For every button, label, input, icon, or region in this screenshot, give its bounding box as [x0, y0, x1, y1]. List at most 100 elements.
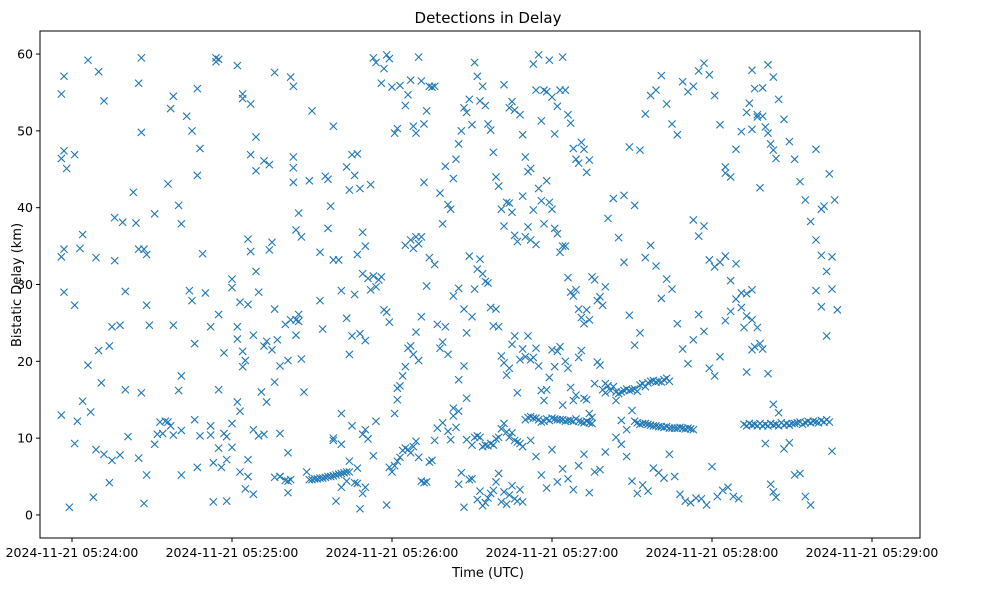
data-point-marker	[556, 415, 564, 424]
data-point-marker	[542, 176, 551, 185]
data-point-marker	[454, 139, 463, 148]
data-point-marker	[108, 456, 116, 465]
data-point-marker	[502, 500, 511, 509]
data-point-marker	[406, 341, 415, 350]
data-point-marker	[521, 352, 530, 361]
y-tick-label: 20	[17, 354, 33, 369]
data-point-marker	[441, 162, 450, 171]
data-point-marker	[265, 245, 274, 254]
data-point-marker	[462, 328, 471, 337]
data-point-marker	[446, 205, 455, 214]
data-point-marker	[358, 489, 367, 498]
data-point-marker	[620, 258, 628, 267]
data-point-marker	[806, 500, 815, 509]
data-point-marker	[454, 284, 463, 293]
data-point-marker	[470, 285, 479, 294]
data-point-marker	[206, 322, 215, 331]
data-point-marker	[732, 259, 740, 268]
data-point-marker	[524, 222, 532, 231]
data-point-marker	[385, 318, 394, 327]
data-point-marker	[260, 156, 268, 165]
data-point-marker	[705, 364, 714, 373]
data-point-marker	[220, 429, 228, 438]
data-point-marker	[812, 418, 820, 426]
data-point-marker	[396, 81, 404, 90]
data-point-marker	[377, 272, 386, 281]
data-point-marker	[337, 469, 346, 478]
data-point-marker	[500, 419, 508, 428]
data-point-marker	[705, 70, 714, 79]
data-point-marker	[412, 328, 420, 337]
data-point-marker	[700, 59, 708, 68]
data-point-marker	[521, 232, 530, 241]
data-point-marker	[417, 312, 426, 321]
data-point-marker	[574, 461, 583, 470]
data-point-marker	[710, 91, 719, 100]
data-point-marker	[294, 317, 303, 326]
data-point-marker	[236, 407, 244, 416]
data-point-marker	[476, 487, 484, 496]
data-point-marker	[700, 222, 708, 231]
data-point-marker	[257, 388, 266, 397]
data-point-marker	[345, 350, 354, 359]
data-point-marker	[732, 295, 740, 304]
data-point-marker	[441, 322, 450, 331]
data-point-marker	[145, 321, 154, 330]
data-point-marker	[545, 56, 554, 65]
data-point-marker	[508, 481, 516, 490]
data-point-marker	[566, 383, 575, 392]
data-point-marker	[89, 493, 98, 502]
data-markers	[57, 50, 842, 513]
data-point-marker	[452, 423, 460, 432]
data-point-marker	[665, 377, 674, 386]
data-point-marker	[569, 292, 578, 301]
data-point-marker	[534, 361, 543, 370]
data-point-marker	[444, 350, 452, 359]
data-point-marker	[657, 71, 666, 80]
data-point-marker	[750, 84, 759, 93]
data-point-marker	[60, 288, 68, 297]
data-point-marker	[633, 489, 642, 498]
data-point-marker	[625, 143, 634, 151]
data-point-marker	[92, 253, 100, 262]
data-point-marker	[369, 451, 378, 460]
data-point-marker	[84, 361, 92, 370]
data-point-marker	[564, 474, 572, 483]
data-point-marker	[78, 230, 87, 239]
data-point-marker	[516, 110, 524, 119]
data-point-marker	[345, 467, 354, 476]
data-point-marker	[681, 497, 690, 506]
data-point-marker	[569, 144, 578, 153]
data-point-marker	[468, 474, 476, 483]
data-point-marker	[244, 300, 252, 309]
data-point-marker	[188, 296, 196, 305]
data-point-marker	[532, 452, 540, 461]
data-point-marker	[233, 335, 242, 344]
data-point-marker	[494, 433, 503, 442]
data-point-marker	[633, 387, 642, 396]
data-point-marker	[590, 467, 599, 476]
data-point-marker	[238, 347, 247, 356]
data-point-marker	[548, 205, 556, 214]
data-point-marker	[726, 307, 735, 316]
data-point-marker	[329, 122, 338, 131]
data-point-marker	[457, 126, 466, 135]
data-point-marker	[174, 386, 183, 395]
data-point-marker	[772, 493, 780, 502]
data-point-marker	[382, 500, 391, 509]
data-point-marker	[657, 294, 666, 303]
data-point-marker	[289, 178, 298, 187]
x-tick-label: 2024-11-21 05:27:00	[486, 545, 619, 560]
data-point-marker	[702, 500, 711, 509]
data-point-marker	[609, 382, 618, 391]
data-point-marker	[297, 232, 306, 241]
data-point-marker	[425, 253, 434, 262]
data-point-marker	[796, 177, 804, 186]
data-point-marker	[406, 76, 415, 85]
data-point-marker	[324, 175, 332, 184]
data-point-marker	[292, 225, 300, 234]
data-point-marker	[246, 150, 255, 159]
data-point-marker	[78, 397, 87, 406]
data-point-marker	[209, 497, 218, 506]
data-point-marker	[550, 129, 559, 138]
